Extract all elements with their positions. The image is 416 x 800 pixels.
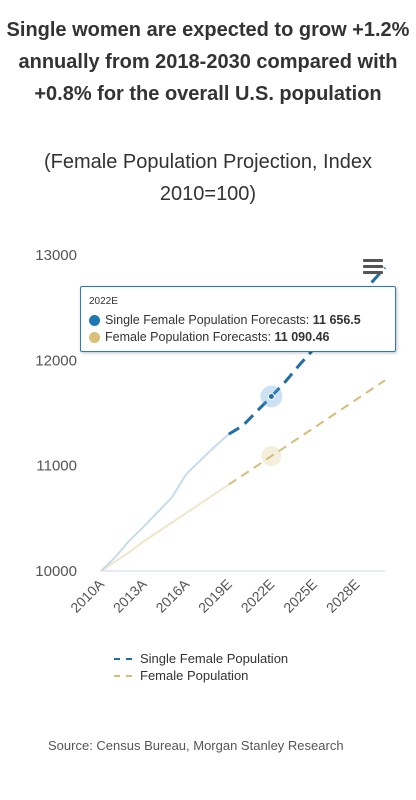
legend-line-icon [114, 674, 132, 677]
tooltip-category: 2022E [89, 296, 118, 307]
source-note: Source: Census Bureau, Morgan Stanley Re… [48, 738, 344, 753]
series-line-female-actual [100, 483, 230, 572]
y-tick-label: 11000 [36, 458, 77, 475]
chart-legend: Single Female Population Female Populati… [114, 650, 288, 684]
y-tick-label: 10000 [35, 563, 77, 580]
series-marker-icon [89, 314, 100, 326]
y-tick-label: 13000 [35, 247, 77, 264]
x-tick-label: 2016A [152, 575, 192, 615]
x-tick-label: 2028E [323, 576, 363, 616]
tooltip-label: Single Female Population Forecasts: [105, 313, 310, 327]
tooltip-label: Female Population Forecasts: [105, 330, 272, 344]
series-line-single-female-actual [100, 433, 230, 572]
tooltip-value: 11 656.5 [312, 313, 361, 327]
x-tick-label: 2013A [110, 575, 150, 615]
legend-line-icon [114, 657, 132, 660]
legend-label: Female Population [140, 668, 249, 683]
chart-subtitle: (Female Population Projection, Index 201… [44, 151, 372, 205]
series-marker-icon [89, 331, 100, 343]
tooltip-row-female: Female Population Forecasts: 11 090.46 [89, 330, 329, 344]
hamburger-menu-icon[interactable] [360, 256, 386, 280]
legend-item-single-female[interactable]: Single Female Population [114, 650, 288, 667]
hover-point-single-female [267, 393, 275, 401]
x-tick-label: 2022E [238, 576, 278, 616]
chart-tooltip: 2022E Single Female Population Forecasts… [80, 286, 396, 352]
y-tick-label: 12000 [35, 352, 77, 369]
hover-halo-female [261, 446, 282, 467]
chart-title: Single women are expected to grow +1.2% … [6, 19, 410, 105]
tooltip-value: 11 090.46 [274, 330, 330, 344]
x-tick-label: 2025E [280, 576, 320, 616]
tooltip-row-single-female: Single Female Population Forecasts: 11 6… [89, 313, 361, 327]
x-tick-label: 2019E [195, 576, 235, 616]
legend-label: Single Female Population [140, 651, 289, 666]
x-tick-label: 2010A [67, 575, 107, 615]
legend-item-female[interactable]: Female Population [114, 667, 288, 684]
series-line-female-forecast [228, 379, 386, 486]
line-chart: 10000 11000 12000 13000 2010A 2013A 2016A 2019E… [35, 247, 387, 616]
